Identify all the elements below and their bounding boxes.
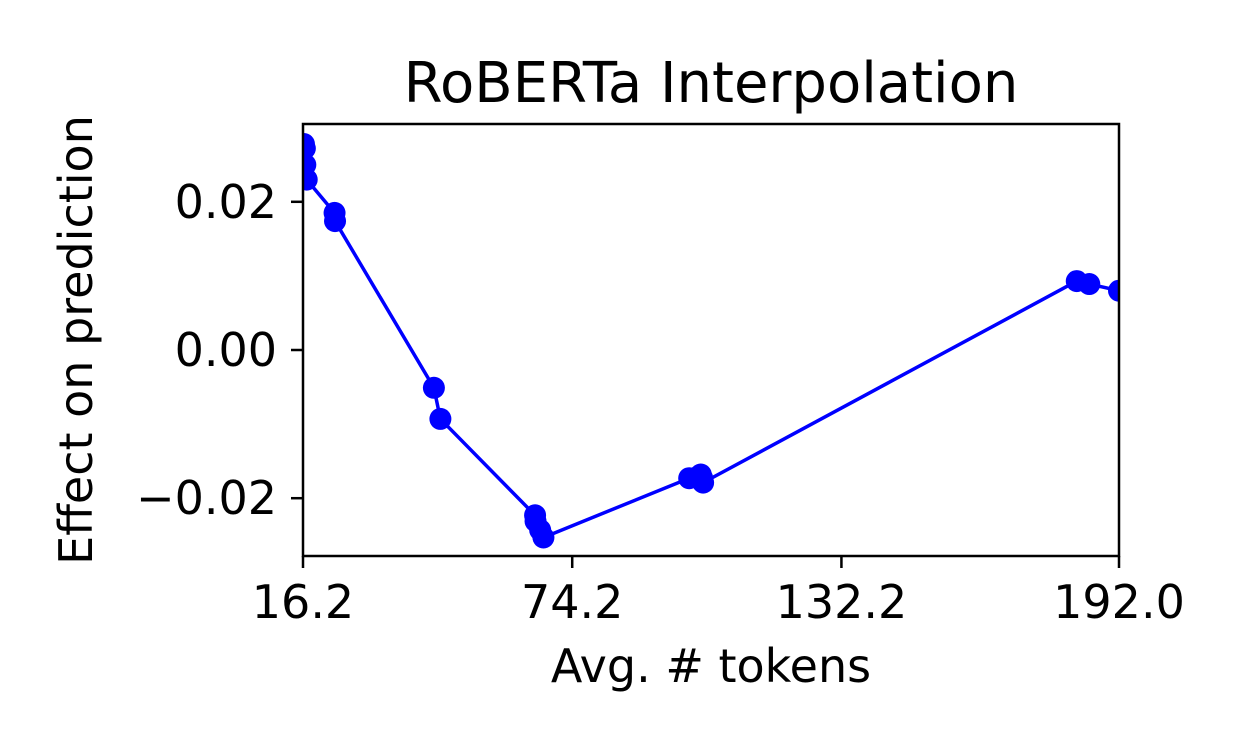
y-axis: −0.02 0.00 0.02 bbox=[136, 175, 303, 525]
x-tick-label: 74.2 bbox=[521, 575, 623, 629]
series-layer bbox=[303, 133, 1119, 549]
x-axis-label: Avg. # tokens bbox=[551, 639, 871, 693]
data-point bbox=[532, 526, 555, 549]
data-point bbox=[1108, 279, 1119, 302]
data-point bbox=[692, 471, 715, 494]
data-point bbox=[1078, 273, 1101, 296]
plot-frame bbox=[301, 122, 1121, 558]
x-tick-label: 132.2 bbox=[776, 575, 908, 629]
data-point bbox=[324, 210, 347, 233]
x-tick-label: 16.2 bbox=[252, 575, 354, 629]
x-axis: 16.2 74.2 132.2 192.0 bbox=[252, 556, 1185, 629]
data-point bbox=[303, 168, 318, 191]
x-tick-label: 192.0 bbox=[1053, 575, 1185, 629]
y-axis-label: Effect on prediction bbox=[49, 115, 103, 565]
data-point bbox=[429, 407, 452, 430]
y-tick-label: 0.02 bbox=[175, 175, 277, 229]
y-tick-label: −0.02 bbox=[136, 471, 277, 525]
data-point bbox=[422, 376, 445, 399]
chart-title: RoBERTa Interpolation bbox=[404, 51, 1019, 116]
y-tick-label: 0.00 bbox=[175, 323, 277, 377]
